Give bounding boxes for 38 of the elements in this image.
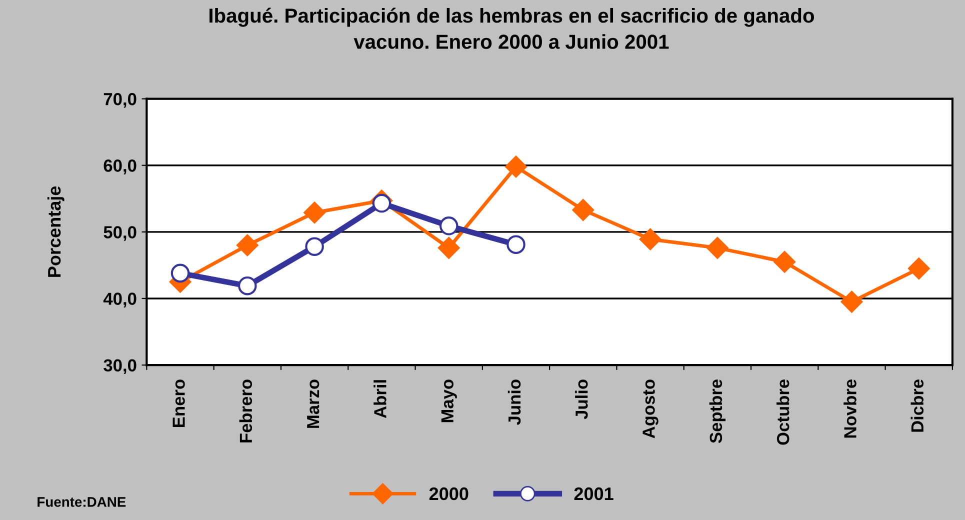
point xyxy=(908,258,930,280)
point xyxy=(505,156,527,178)
x-tick-label: Mayo xyxy=(441,380,457,422)
legend-label: 2001 xyxy=(574,487,614,500)
point xyxy=(572,199,594,221)
x-tick-label: Julio xyxy=(575,380,588,420)
x-tick-label: Febrero xyxy=(239,380,252,442)
point xyxy=(170,264,190,283)
point xyxy=(506,235,526,254)
point xyxy=(236,234,258,256)
x-tick-label: Dicbre xyxy=(910,380,924,432)
point xyxy=(639,228,662,250)
y-tick-label: 60,0 xyxy=(104,160,136,174)
point xyxy=(706,237,728,259)
x-tick-label: Novbre xyxy=(844,380,856,438)
point xyxy=(774,251,796,273)
source-note: Fuente:DANE xyxy=(38,497,126,507)
x-tick-label: Octubre xyxy=(776,380,790,445)
x-tick-label: Agosto xyxy=(642,380,658,438)
x-tick-label: Septbre xyxy=(709,380,726,444)
x-tick-label: Marzo xyxy=(307,380,320,428)
y-tick-label: 70,0 xyxy=(104,92,136,108)
point xyxy=(305,237,324,256)
y-tick-label: 40,0 xyxy=(103,292,136,308)
y-tick-label: 50,0 xyxy=(104,226,136,241)
point xyxy=(439,216,458,236)
x-tick-label: Enero xyxy=(172,380,185,427)
legend-label: 2000 xyxy=(429,487,468,500)
point xyxy=(840,290,863,313)
point xyxy=(304,202,326,224)
point xyxy=(438,237,460,259)
y-axis-title: Porcentaje xyxy=(47,186,64,277)
x-tick-label: Abril xyxy=(374,380,386,418)
y-tick-label: 30,0 xyxy=(104,359,136,374)
point xyxy=(372,194,392,213)
chart-title: Ibagué. Participación de las hembras en el sacrificio de ganado vacuno. Enero 2000 a Junio 2001 xyxy=(210,8,814,49)
point xyxy=(238,276,257,296)
x-tick-label: Junio xyxy=(508,380,521,425)
